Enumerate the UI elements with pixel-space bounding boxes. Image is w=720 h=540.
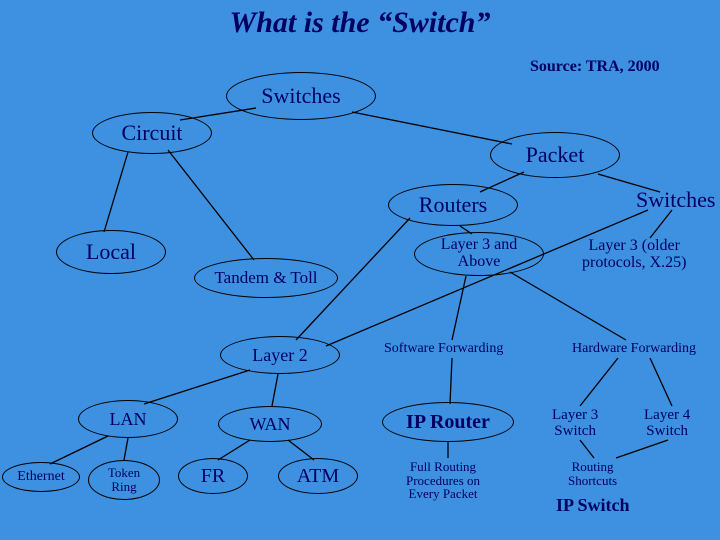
node-layer2: Layer 2	[220, 336, 340, 374]
edge-wan-fr	[218, 440, 250, 460]
edge-layer2-lan	[144, 370, 250, 404]
node-ip-router: IP Router	[382, 402, 514, 442]
edge-circuit-local	[104, 152, 128, 232]
label-ip-switch: IP Switch	[556, 496, 630, 515]
slide-title: What is the “Switch”	[0, 6, 720, 40]
node-routers: Routers	[388, 184, 518, 226]
node-fr: FR	[178, 458, 248, 494]
edge-wan-atm	[288, 440, 314, 460]
label-hard-fwd: Hardware Forwarding	[572, 342, 696, 357]
node-switches-top: Switches	[226, 72, 376, 120]
edge-layer2-wan	[272, 374, 278, 406]
label-layer3-older: Layer 3 (olderprotocols, X.25)	[582, 238, 686, 272]
node-tandem-toll: Tandem & Toll	[194, 258, 338, 298]
edge-switches-right-layer2	[326, 210, 648, 346]
label-layer4-switch: Layer 4Switch	[644, 408, 690, 440]
node-lan: LAN	[78, 400, 178, 438]
edge-circuit-tandem-toll	[168, 150, 254, 260]
node-packet: Packet	[490, 132, 620, 178]
node-circuit: Circuit	[92, 112, 212, 154]
edge-switches-top-packet	[352, 112, 512, 144]
node-layer3-above: Layer 3 andAbove	[414, 232, 544, 276]
edge-lan-token-ring	[124, 438, 128, 460]
label-routing-shortcuts: RoutingShortcuts	[568, 460, 617, 487]
node-token-ring: TokenRing	[88, 460, 160, 500]
edge-layer3-above-soft-fwd	[452, 276, 466, 340]
edge-lan-ethernet	[50, 436, 108, 464]
edge-soft-fwd-ip-router	[450, 358, 452, 404]
node-local: Local	[56, 230, 166, 274]
label-switches-right: Switches	[636, 188, 715, 211]
label-soft-fwd: Software Forwarding	[384, 342, 503, 357]
edge-hard-fwd-layer3-switch	[580, 358, 618, 406]
edge-hard-fwd-layer4-switch	[650, 358, 672, 406]
label-layer3-switch: Layer 3Switch	[552, 408, 598, 440]
node-atm: ATM	[278, 458, 358, 494]
source-citation: Source: TRA, 2000	[530, 58, 660, 76]
edge-switches-right-layer3-older	[650, 210, 672, 238]
edge-layer3-switch-routing-shortcuts	[580, 440, 594, 458]
edge-layer4-switch-routing-shortcuts	[616, 440, 668, 458]
edge-layer3-above-hard-fwd	[510, 272, 626, 340]
node-wan: WAN	[218, 406, 322, 442]
diagram-canvas: What is the “Switch” Source: TRA, 2000 S…	[0, 0, 720, 540]
node-ethernet: Ethernet	[2, 462, 80, 492]
label-full-routing: Full RoutingProcedures onEvery Packet	[406, 460, 480, 501]
